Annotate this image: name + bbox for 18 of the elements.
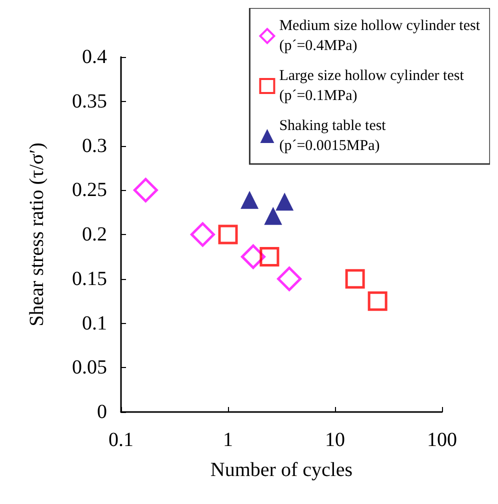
legend-label: Shaking table test (p´=0.0015MPa) xyxy=(279,118,387,154)
y-tick-label: 0 xyxy=(97,401,107,423)
x-tick-label: 10 xyxy=(325,429,345,451)
legend-label: Medium size hollow cylinder test (p´=0.4MPa) xyxy=(279,18,481,54)
y-tick-label: 0.15 xyxy=(72,268,107,290)
y-tick-label: 0.3 xyxy=(82,134,107,157)
x-tick-label: 0.1 xyxy=(108,429,134,451)
y-axis-title: Shear stress ratio (τ/σ′) xyxy=(26,142,48,326)
y-tick-label: 0.35 xyxy=(72,90,107,112)
y-tick-label: 0.2 xyxy=(82,224,107,246)
x-tick-label: 1 xyxy=(223,429,233,451)
x-tick-label: 100 xyxy=(427,429,457,451)
y-tick-label: 0.25 xyxy=(72,179,107,202)
y-tick-label: 0.1 xyxy=(82,312,107,334)
y-tick-label: 0.4 xyxy=(82,46,107,68)
legend-label: Large size hollow cylinder test (p´=0.1MPa) xyxy=(279,68,465,104)
y-tick-label: 0.05 xyxy=(72,356,107,379)
x-axis-title: Number of cycles xyxy=(210,459,353,481)
